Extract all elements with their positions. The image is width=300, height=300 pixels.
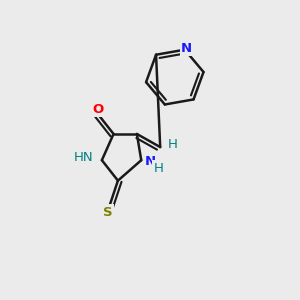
Text: HN: HN	[74, 152, 94, 164]
Text: S: S	[103, 206, 112, 219]
Text: N: N	[181, 42, 192, 55]
Text: N: N	[145, 155, 156, 168]
Text: H: H	[167, 138, 177, 151]
Text: O: O	[92, 103, 103, 116]
Text: H: H	[154, 162, 164, 175]
